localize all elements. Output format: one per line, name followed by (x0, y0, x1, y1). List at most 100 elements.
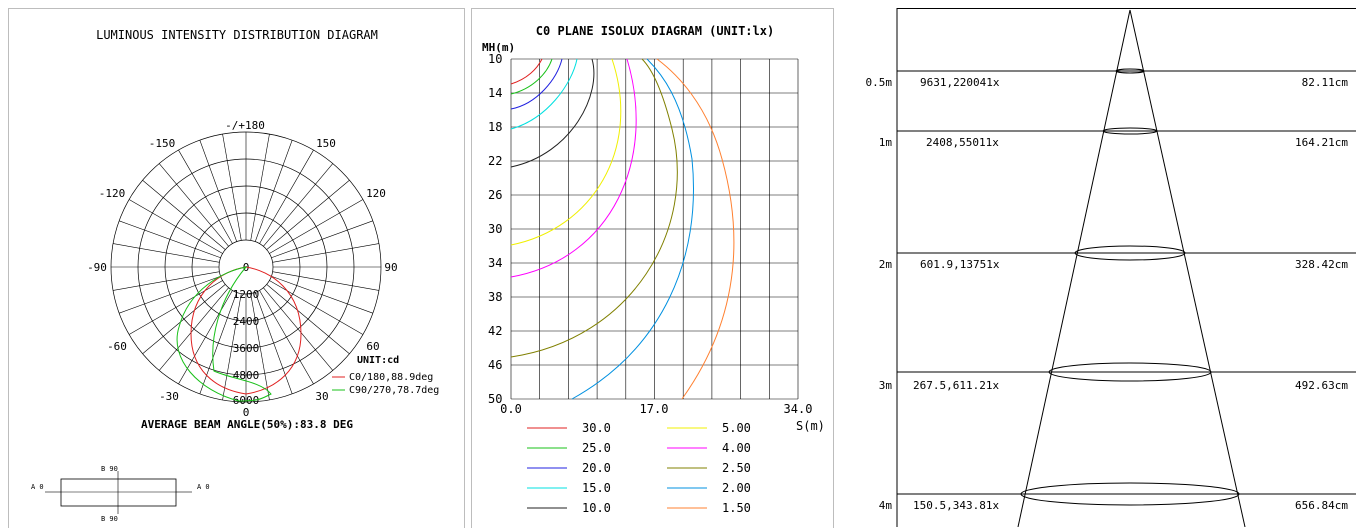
beam-angle-label: AVERAGE BEAM ANGLE(50%):83.8 DEG (141, 418, 353, 431)
polar-spoke (128, 199, 223, 254)
luminaire-sketch: B 90 B 90 A 0 A 0 (31, 465, 210, 523)
angle-label: -/+180 (225, 119, 265, 132)
legend-value: 1.50 (722, 501, 751, 515)
isolux-curve (510, 58, 678, 358)
polar-angle-labels: -/+180 150 -150 120 -120 90 -90 60 -60 3… (87, 119, 398, 403)
polar-spoke (112, 271, 220, 291)
angle-label: 150 (316, 137, 336, 150)
polar-spoke (259, 149, 314, 244)
row-lux: 150.5,343.81x (913, 499, 999, 512)
row-height: 1m (879, 136, 893, 149)
cone-edge-left (1017, 9, 1131, 527)
x-tick: 0.0 (500, 402, 522, 416)
ring-label: 4800 (233, 369, 260, 382)
y-tick-labels: 10 14 18 22 26 30 34 38 42 46 50 (488, 52, 502, 406)
angle-label: 0 (243, 406, 250, 419)
polar-spoke (263, 287, 334, 371)
legend-value: 2.00 (722, 481, 751, 495)
polar-spoke (158, 287, 229, 371)
polar-spoke (119, 275, 221, 314)
legend-value: 25.0 (582, 441, 611, 455)
angle-label: -60 (107, 340, 127, 353)
cone-edge-right (1129, 9, 1246, 527)
row-lux: 601.9,13751x (920, 258, 1000, 271)
y-tick: 42 (488, 324, 502, 338)
legend-value: 5.00 (722, 421, 751, 435)
isolux-curve (571, 58, 694, 400)
isolux-curve (510, 58, 543, 85)
angle-label: 30 (315, 390, 328, 403)
legend-value: 10.0 (582, 501, 611, 515)
cone-row: 0.5m 9631,220041x 82.11cm (866, 68, 1356, 89)
polar-grid (110, 131, 382, 403)
y-tick: 34 (488, 256, 502, 270)
row-diameter: 492.63cm (1295, 379, 1348, 392)
polar-spoke (272, 271, 380, 291)
polar-spoke (259, 290, 314, 385)
isolux-curve (510, 58, 637, 278)
polar-spoke (254, 292, 293, 394)
row-lux: 267.5,611.21x (913, 379, 999, 392)
y-tick: 18 (488, 120, 502, 134)
ring-label: 2400 (233, 315, 260, 328)
legend-value: 15.0 (582, 481, 611, 495)
legend-value: 2.50 (722, 461, 751, 475)
beam-cone-panel: 0.5m 9631,220041x 82.11cm 1m 2408,55011x… (840, 8, 1356, 527)
row-height: 3m (879, 379, 893, 392)
y-tick: 26 (488, 188, 502, 202)
isolux-curves (510, 58, 735, 400)
legend-value: 20.0 (582, 461, 611, 475)
luminous-intensity-panel: LUMINOUS INTENSITY DISTRIBUTION DIAGRAM … (8, 8, 465, 528)
isolux-legend: 30.0 25.0 20.0 15.0 10.0 5.00 4.00 2.50 2.00 1.50 (527, 421, 751, 515)
polar-spoke (199, 140, 238, 242)
polar-curves (176, 266, 302, 402)
polar-spoke (269, 280, 364, 335)
isolux-curve (510, 58, 553, 95)
y-tick: 10 (488, 52, 502, 66)
angle-label: -120 (99, 187, 126, 200)
cone-row: 3m 267.5,611.21x 492.63cm (879, 362, 1356, 392)
polar-diagram: LUMINOUS INTENSITY DISTRIBUTION DIAGRAM … (31, 28, 439, 523)
polar-spoke (158, 163, 229, 247)
row-diameter: 164.21cm (1295, 136, 1348, 149)
x-tick: 34.0 (784, 402, 813, 416)
isolux-diagram: C0 PLANE ISOLUX DIAGRAM (UNIT:lx) MH(m) … (482, 24, 825, 515)
cone-row: 1m 2408,55011x 164.21cm (879, 127, 1356, 149)
polar-spoke (272, 243, 380, 263)
angle-label: -150 (149, 137, 176, 150)
unit-label: UNIT:cd (357, 355, 399, 366)
polar-spoke (254, 140, 293, 242)
x-axis-label: S(m) (796, 419, 825, 433)
curve-c90-270 (176, 266, 272, 402)
legend-c0-label: C0/180,88.9deg (349, 372, 433, 383)
y-axis-label: MH(m) (482, 41, 515, 54)
y-tick: 30 (488, 222, 502, 236)
angle-label: 90 (384, 261, 397, 274)
angle-label: 120 (366, 187, 386, 200)
polar-spoke (250, 133, 270, 241)
polar-spoke (199, 292, 238, 394)
mini-top-label: B 90 (101, 465, 118, 473)
isolux-panel: C0 PLANE ISOLUX DIAGRAM (UNIT:lx) MH(m) … (471, 8, 834, 528)
legend-value: 30.0 (582, 421, 611, 435)
polar-spoke (250, 293, 270, 401)
polar-spoke (112, 243, 220, 263)
isolux-curve (510, 58, 563, 110)
beam-ellipse (1020, 482, 1240, 506)
row-height: 4m (879, 499, 893, 512)
polar-spoke (263, 163, 334, 247)
angle-label: 60 (366, 340, 379, 353)
x-tick: 17.0 (640, 402, 669, 416)
legend-c90-label: C90/270,78.7deg (349, 385, 439, 396)
y-tick: 50 (488, 392, 502, 406)
ring-label: 3600 (233, 342, 260, 355)
y-tick: 38 (488, 290, 502, 304)
row-height: 0.5m (866, 76, 893, 89)
row-height: 2m (879, 258, 893, 271)
polar-spoke (271, 220, 373, 259)
ring-label: 1200 (233, 288, 260, 301)
cone-row: 2m 601.9,13751x 328.42cm (879, 245, 1356, 271)
y-tick: 14 (488, 86, 502, 100)
isolux-curve (510, 58, 622, 246)
isolux-curve (510, 58, 578, 130)
